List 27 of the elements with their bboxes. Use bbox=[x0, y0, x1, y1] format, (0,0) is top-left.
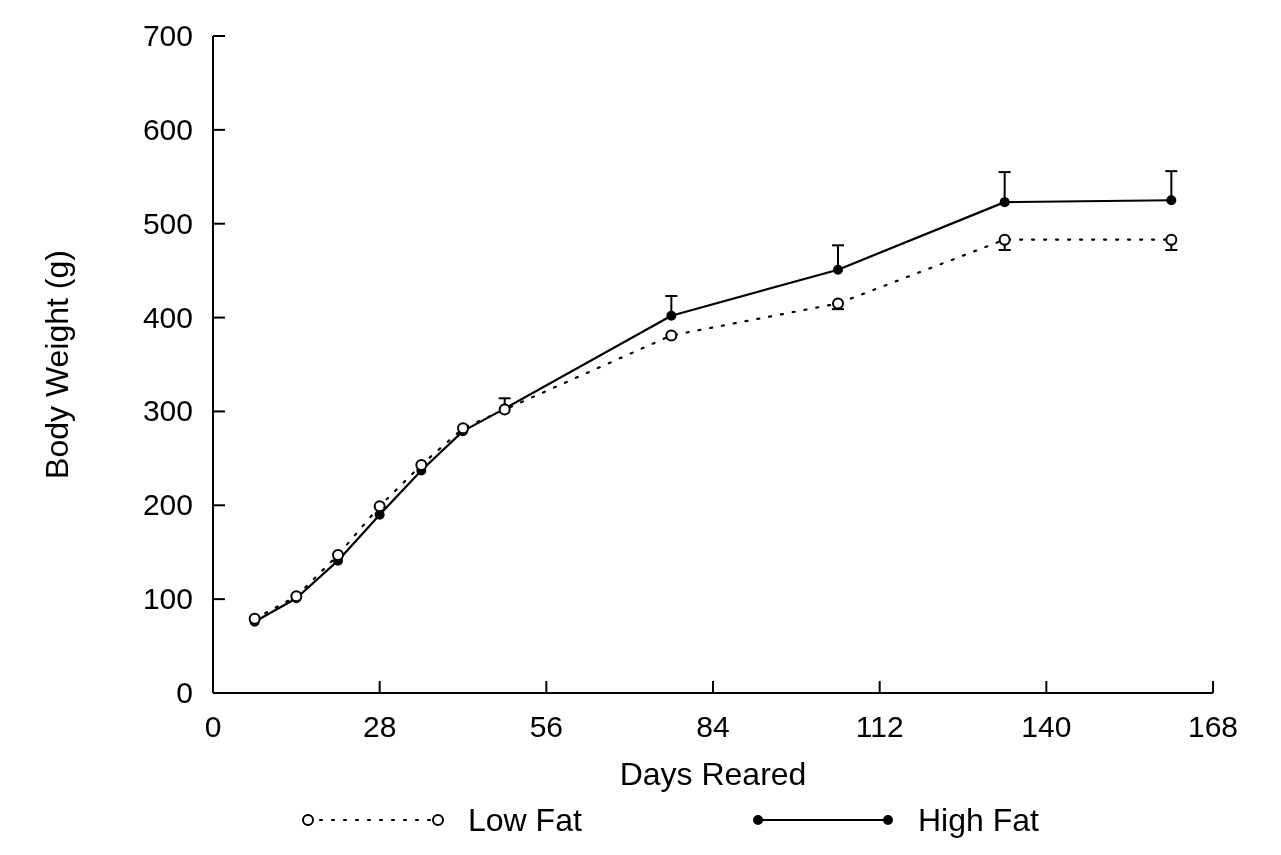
y-tick-label: 700 bbox=[142, 19, 193, 52]
point bbox=[998, 233, 1011, 246]
y-tick-label: 100 bbox=[142, 582, 193, 616]
legend-label: Low Fat bbox=[468, 802, 582, 838]
y-tick-label: 600 bbox=[142, 112, 193, 146]
x-tick-label: 56 bbox=[529, 710, 564, 743]
y-tick-label: 0 bbox=[176, 676, 193, 709]
point bbox=[832, 297, 844, 310]
point bbox=[999, 197, 1010, 208]
point bbox=[665, 329, 678, 342]
x-axis-title: Days Reared bbox=[619, 756, 807, 792]
x-tick-label: 84 bbox=[696, 710, 730, 743]
point bbox=[833, 264, 843, 275]
point bbox=[1166, 195, 1177, 206]
legend-label: High Fat bbox=[918, 802, 1040, 838]
y-tick-label: 500 bbox=[142, 206, 193, 240]
point bbox=[666, 310, 677, 321]
x-tick-label: 0 bbox=[204, 710, 222, 743]
point bbox=[1165, 233, 1178, 246]
y-tick-label: 200 bbox=[142, 488, 193, 522]
y-tick-label: 300 bbox=[142, 394, 193, 428]
x-tick-label: 112 bbox=[855, 710, 904, 743]
x-tick-label: 168 bbox=[1187, 710, 1239, 743]
x-tick-label: 28 bbox=[362, 710, 397, 743]
x-tick-label: 140 bbox=[1021, 710, 1072, 743]
y-axis-title: Body Weight (g) bbox=[39, 250, 75, 479]
y-tick-label: 400 bbox=[142, 300, 193, 334]
